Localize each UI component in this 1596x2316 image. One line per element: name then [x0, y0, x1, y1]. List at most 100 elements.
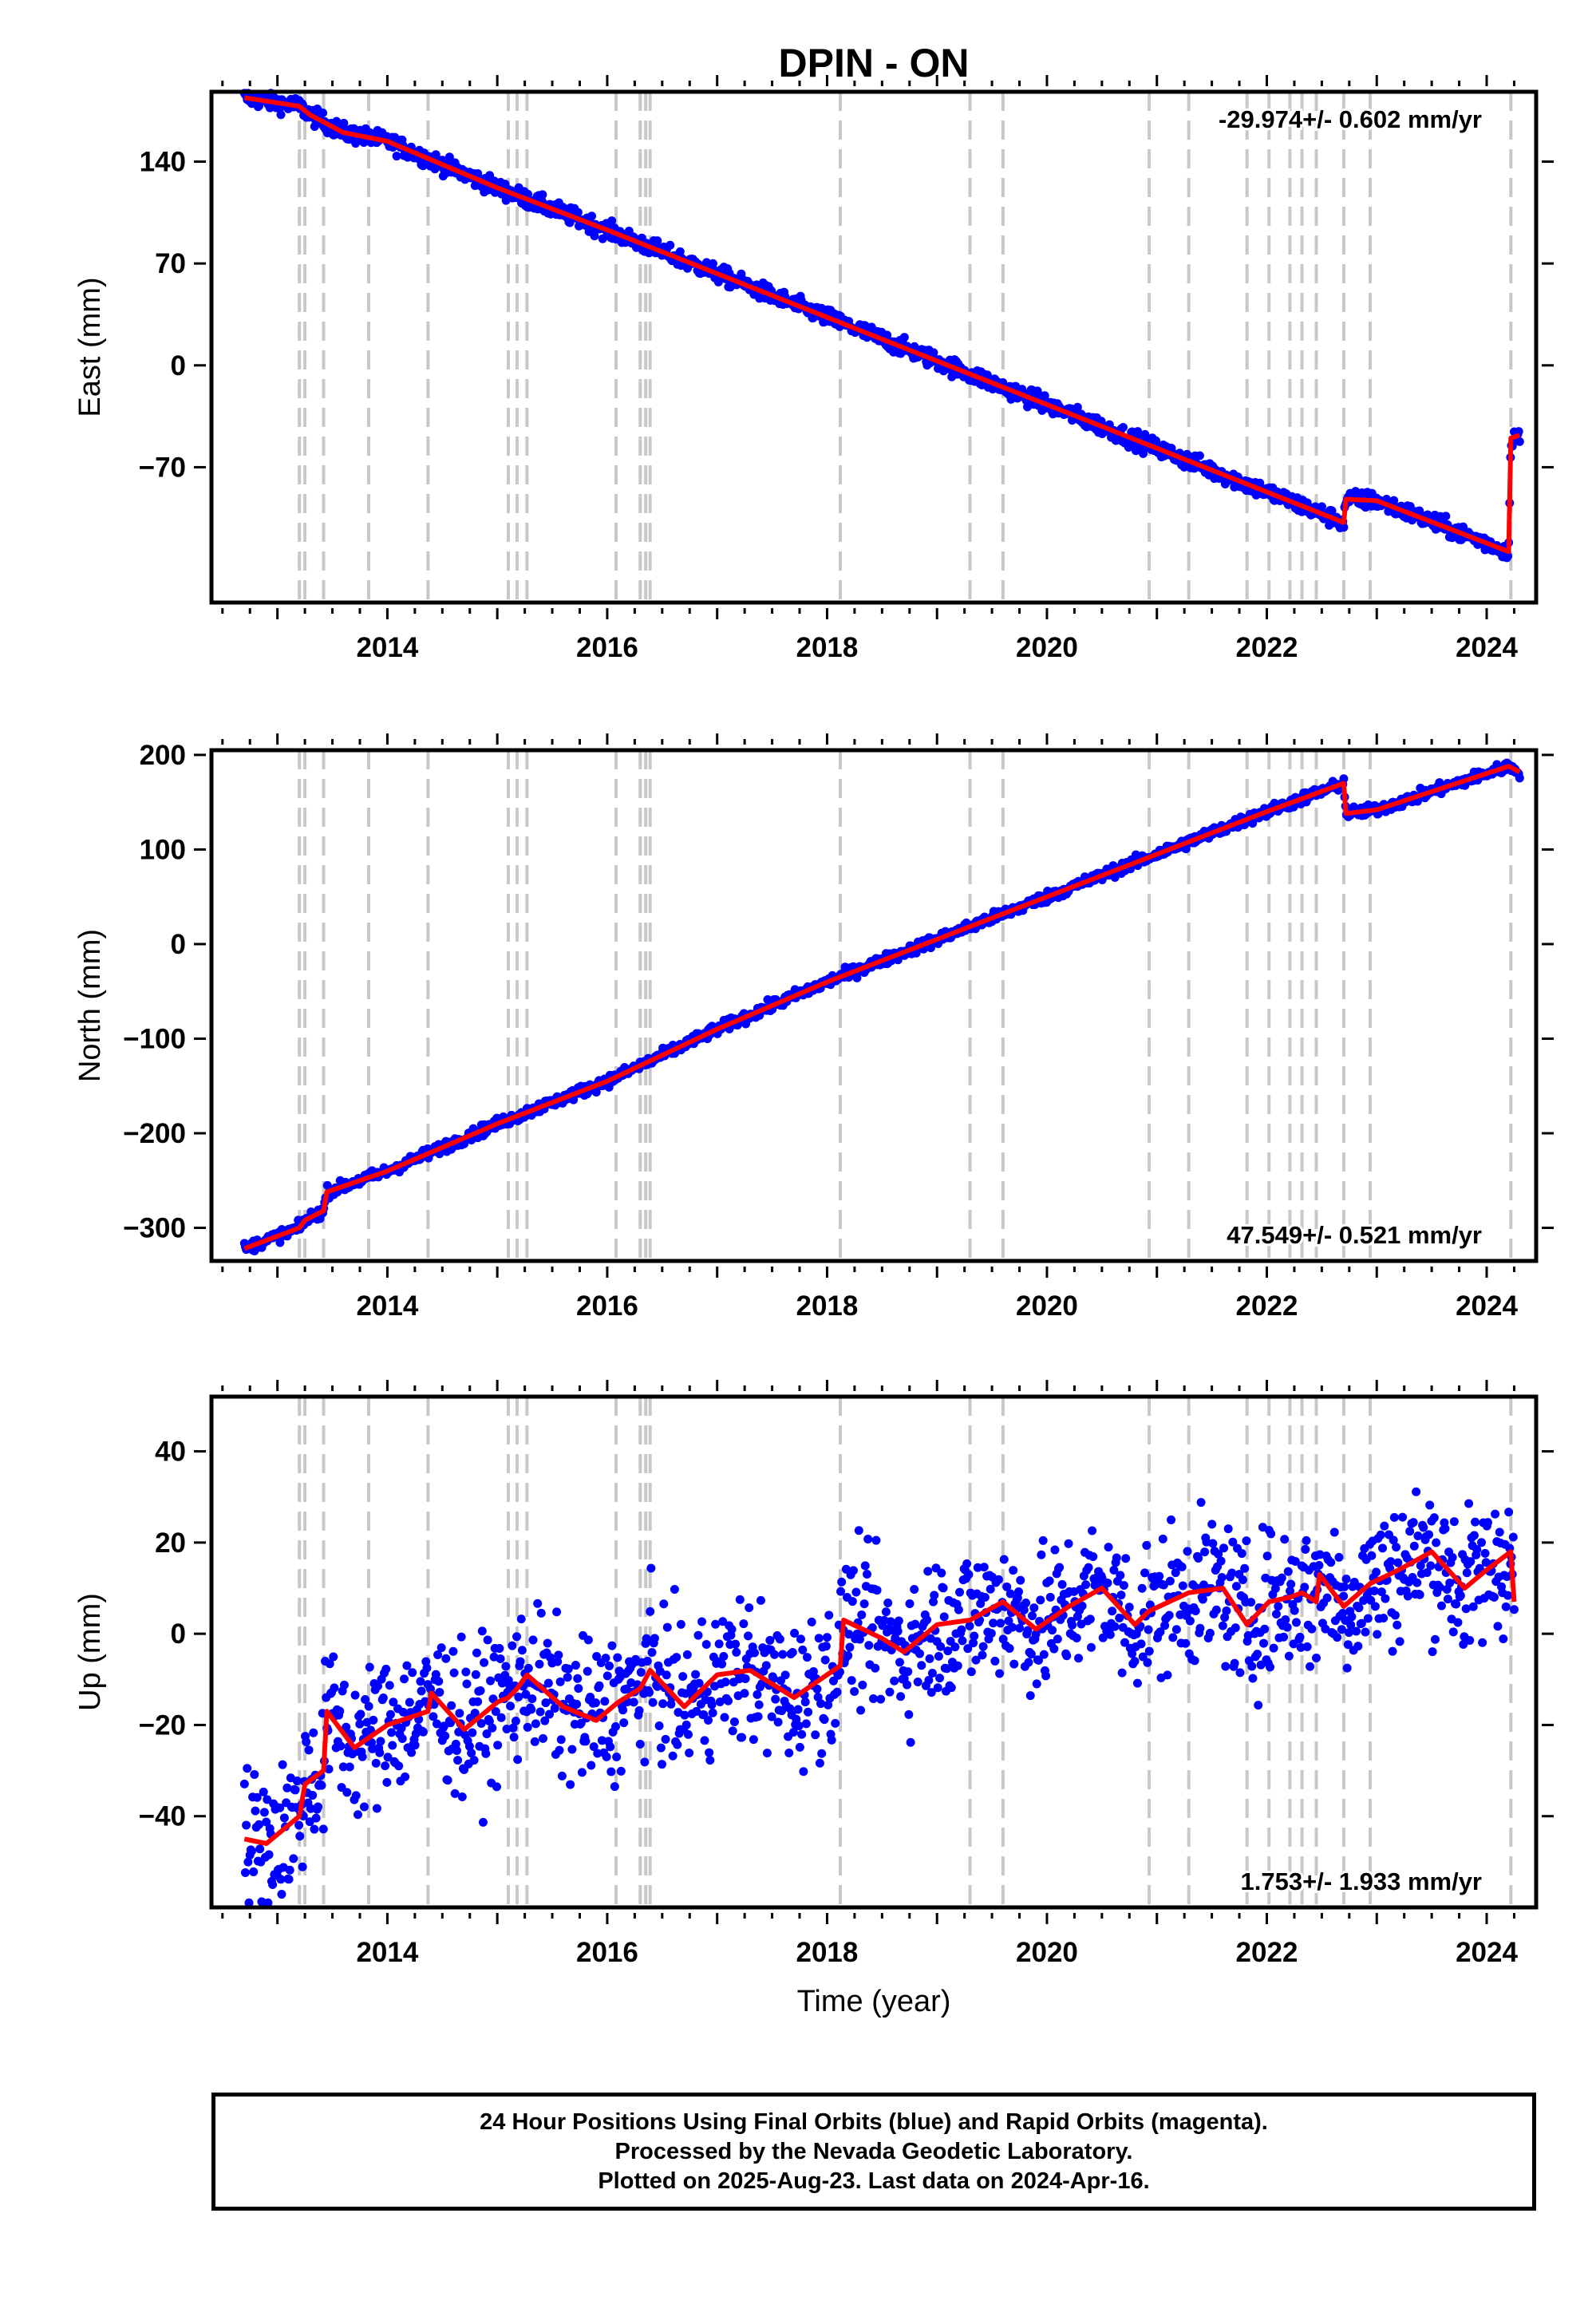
data-point — [1403, 1591, 1412, 1601]
data-point — [958, 1636, 967, 1646]
data-point — [1207, 1520, 1217, 1529]
panel-2: 2014 2016 2018 2020 2022 2024 −300 −200 −100 0 100… — [73, 733, 1554, 1322]
data-point — [1115, 1613, 1124, 1622]
data-point — [521, 1690, 531, 1699]
data-point — [1190, 1656, 1199, 1666]
data-point — [610, 1782, 619, 1792]
data-point — [864, 1641, 874, 1650]
data-point — [1312, 1653, 1321, 1662]
data-point — [1306, 1662, 1315, 1671]
data-point — [1422, 1567, 1432, 1577]
data-point — [1002, 1582, 1012, 1591]
model-line — [243, 764, 1521, 1251]
data-point — [1369, 1586, 1379, 1595]
data-point — [955, 1587, 965, 1597]
data-point — [493, 1741, 503, 1750]
data-point — [808, 1666, 818, 1676]
data-point — [1373, 1630, 1382, 1639]
data-point — [516, 1614, 526, 1624]
data-point — [659, 1599, 669, 1609]
data-point — [1478, 1638, 1487, 1647]
data-point — [1493, 1622, 1503, 1631]
model-line — [243, 95, 1521, 555]
data-point — [1393, 1558, 1403, 1567]
data-point — [373, 1682, 383, 1691]
data-point — [1072, 1633, 1081, 1642]
data-point — [556, 1735, 566, 1745]
data-point — [275, 1238, 285, 1247]
data-point — [1026, 1650, 1036, 1659]
data-point — [294, 1820, 304, 1830]
data-point — [1021, 1599, 1031, 1608]
data-point — [469, 1756, 479, 1765]
data-point — [1448, 1552, 1457, 1562]
data-point — [1329, 1528, 1339, 1537]
data-point — [1163, 1670, 1172, 1680]
data-point — [295, 1832, 305, 1841]
data-point — [824, 1611, 834, 1620]
data-point — [999, 1555, 1009, 1564]
data-point — [309, 1728, 318, 1737]
data-point — [859, 1599, 869, 1609]
data-point — [673, 1740, 682, 1749]
x-tick-label: 2016 — [576, 1290, 638, 1322]
data-point — [657, 1760, 666, 1769]
data-point — [1165, 1576, 1175, 1586]
data-point — [1509, 1605, 1519, 1614]
data-point — [883, 330, 892, 340]
data-point — [714, 1639, 724, 1649]
data-point — [618, 1705, 628, 1715]
data-point — [647, 1648, 657, 1658]
data-point — [606, 1742, 615, 1752]
data-point — [681, 1720, 691, 1729]
plot-frame — [209, 89, 1539, 605]
data-point — [523, 1722, 532, 1732]
data-point — [1395, 1637, 1404, 1646]
data-point — [925, 1654, 934, 1663]
data-point — [437, 1643, 446, 1653]
data-point — [263, 1795, 272, 1804]
y-axis-label: East (mm) — [73, 277, 107, 417]
data-point — [1160, 1621, 1170, 1630]
data-point — [513, 1755, 523, 1765]
data-point — [1230, 1658, 1239, 1668]
data-point — [654, 1721, 664, 1731]
data-point — [1049, 1644, 1059, 1654]
data-point — [1029, 1603, 1039, 1613]
data-point — [453, 1756, 463, 1765]
data-point — [1472, 1545, 1482, 1555]
data-point — [926, 1688, 936, 1697]
data-point — [535, 1659, 544, 1669]
data-point — [1339, 1591, 1349, 1601]
data-point — [1269, 1643, 1278, 1653]
data-point — [1347, 1612, 1357, 1622]
data-point — [863, 1569, 872, 1579]
data-point — [816, 1699, 826, 1709]
data-point — [1103, 1578, 1112, 1587]
y-tick-label: 200 — [140, 740, 186, 771]
data-point — [850, 1686, 859, 1696]
data-point — [646, 1607, 655, 1616]
data-point — [616, 1766, 626, 1776]
data-point — [1503, 1591, 1512, 1600]
data-point — [516, 1657, 525, 1666]
data-point — [750, 1648, 760, 1658]
data-point — [509, 1733, 519, 1742]
data-point — [385, 1681, 394, 1690]
data-point — [1346, 1620, 1356, 1630]
data-point — [1419, 1523, 1428, 1532]
data-point — [694, 1678, 704, 1688]
data-point — [329, 1652, 338, 1662]
data-point — [797, 1729, 807, 1739]
data-point — [739, 1619, 749, 1629]
data-point — [1464, 1499, 1474, 1508]
data-point — [376, 1737, 385, 1746]
data-point — [655, 1666, 665, 1676]
data-point — [998, 1634, 1008, 1644]
data-point — [662, 1670, 671, 1680]
data-point — [514, 1692, 523, 1701]
data-point — [1389, 496, 1399, 505]
data-point — [963, 1644, 973, 1654]
data-point — [1024, 1658, 1033, 1667]
data-point — [1037, 1550, 1046, 1559]
